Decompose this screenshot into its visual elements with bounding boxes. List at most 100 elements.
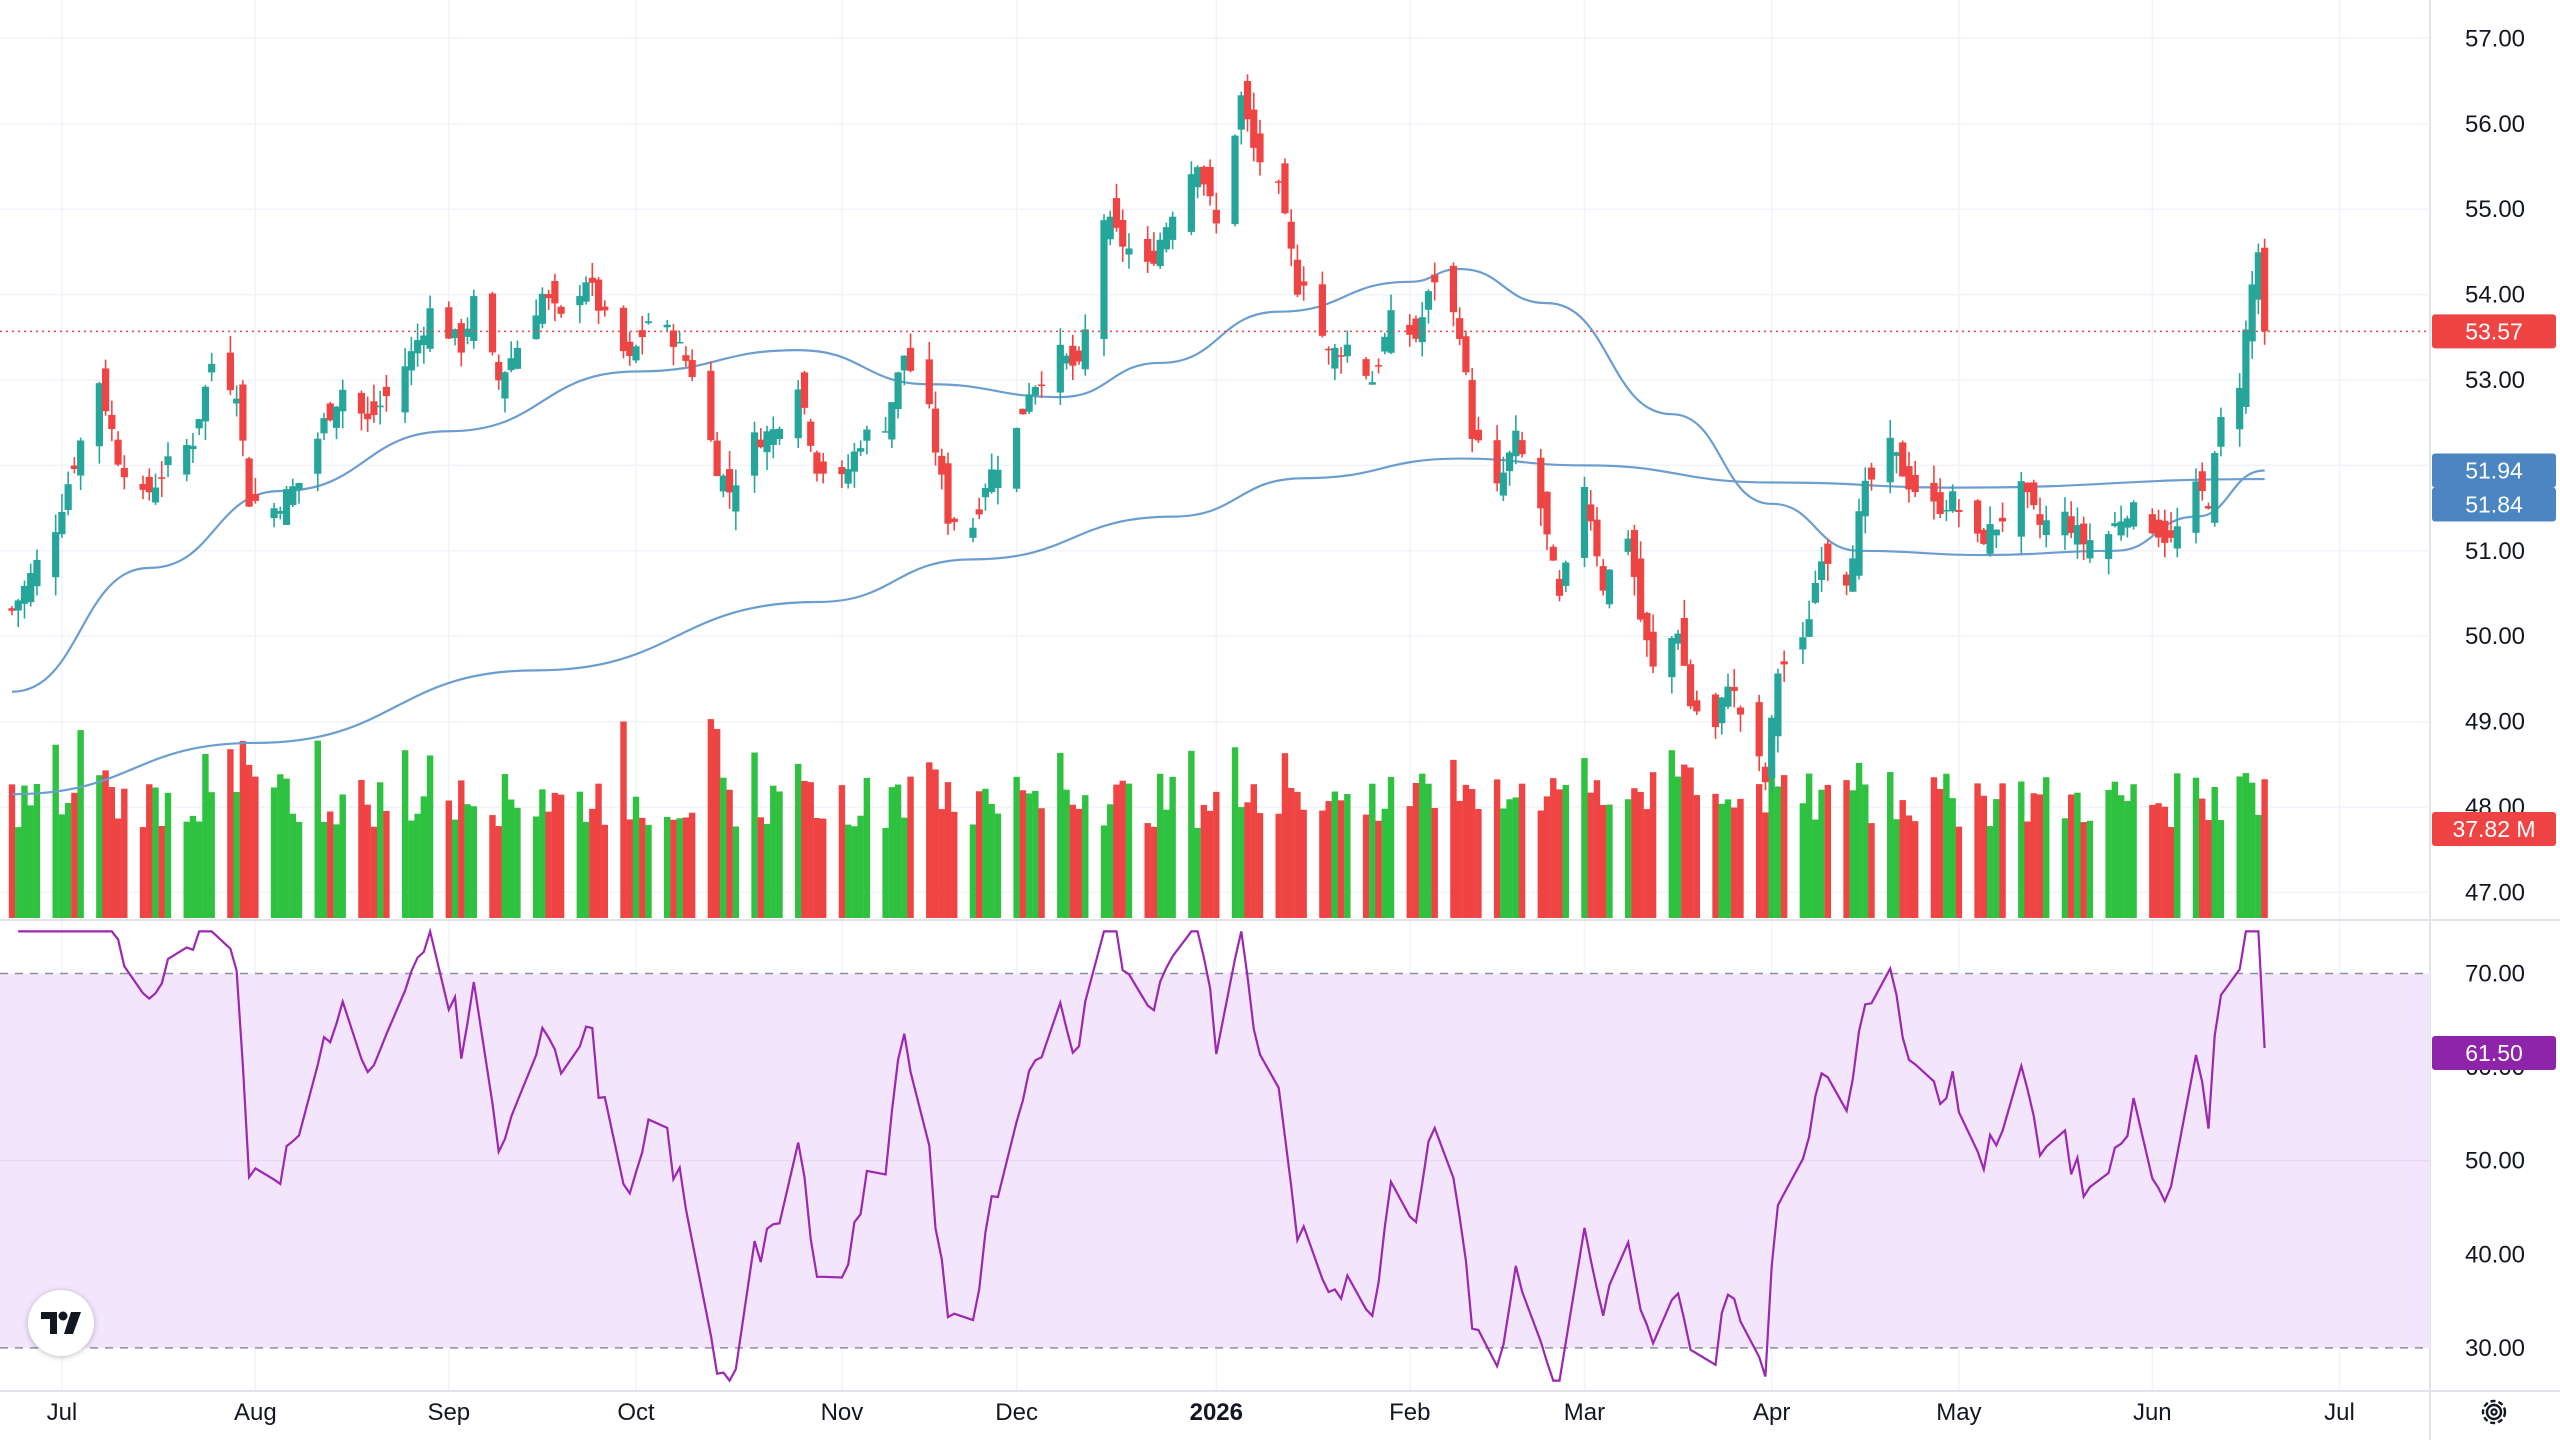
candle-body — [1506, 452, 1514, 472]
volume-bar — [1768, 767, 1775, 918]
candle-body — [251, 493, 259, 501]
price-tick-label: 50.00 — [2465, 623, 2525, 650]
volume-bar — [1075, 808, 1083, 918]
candle-body — [1867, 467, 1876, 480]
time-tick-label: Apr — [1753, 1399, 1790, 1426]
candle-body — [2130, 502, 2138, 527]
time-tick-label: Jul — [2324, 1399, 2355, 1426]
candle-body — [1162, 227, 1170, 250]
candle-body — [58, 511, 66, 535]
volume-bar — [1344, 794, 1351, 918]
volume-bar — [776, 791, 783, 918]
volume-bar — [926, 762, 933, 918]
candle-body — [1899, 442, 1907, 477]
volume-bar — [458, 780, 465, 918]
volume-bar — [139, 827, 147, 918]
volume-bar — [370, 826, 378, 918]
volume-bar — [1082, 795, 1089, 918]
candle-body — [1736, 707, 1745, 715]
candle-body — [95, 383, 103, 447]
candle-body — [114, 439, 122, 465]
candle-body — [1799, 637, 1807, 650]
candle-body — [813, 452, 821, 474]
candle-body — [1194, 167, 1202, 188]
candle-body — [2204, 506, 2213, 509]
ma-fast-tag-box — [2432, 453, 2556, 488]
volume-bar — [295, 821, 303, 918]
candle-body — [1630, 529, 1638, 577]
volume-bar — [551, 792, 559, 918]
candle-body — [183, 445, 191, 475]
volume-bar — [1999, 783, 2006, 918]
candle-body — [407, 351, 415, 371]
candle-body — [619, 307, 628, 352]
volume-bar — [801, 780, 808, 918]
candle-body — [1062, 355, 1071, 364]
candle-body — [2261, 247, 2269, 332]
volume-bar — [1587, 792, 1594, 918]
volume-bar — [8, 784, 16, 918]
tradingview-logo-icon — [41, 1311, 81, 1334]
candle-body — [1805, 619, 1813, 637]
candle-body — [245, 458, 253, 507]
candle-body — [239, 384, 247, 441]
volume-bar — [2161, 806, 2168, 918]
volume-bar — [2080, 822, 2087, 918]
candle-body — [1761, 766, 1770, 783]
candle-body — [1499, 472, 1507, 496]
volume-bar — [1774, 786, 1782, 918]
candle-body — [1818, 561, 1826, 580]
candle-body — [501, 372, 509, 399]
candle-body — [1100, 220, 1108, 339]
volume-bar — [982, 788, 989, 918]
candle-body — [538, 293, 546, 324]
volume-bar — [1912, 821, 1919, 918]
time-tick-label: 2026 — [1190, 1399, 1243, 1426]
candle-body — [488, 293, 497, 353]
volume-bar — [2024, 821, 2031, 918]
ma-fast-line — [11, 267, 2265, 693]
candle-body — [757, 439, 765, 448]
tradingview-logo[interactable] — [28, 1290, 94, 1356]
candle-body — [1711, 694, 1720, 728]
volume-bar — [283, 778, 290, 918]
volume-bar — [1163, 809, 1170, 918]
candle-body — [1624, 538, 1632, 552]
volume-bar — [2167, 826, 2175, 918]
candle-body — [1930, 482, 1938, 502]
volume-bar — [676, 818, 683, 918]
volume-bar — [2236, 776, 2243, 918]
candle-body — [1293, 259, 1302, 295]
moving-averages — [11, 267, 2265, 796]
volume-bar — [1206, 810, 1214, 918]
volume-bar — [2018, 781, 2025, 918]
ma-slow-tag-box — [2432, 487, 2556, 522]
volume-bar — [2242, 773, 2250, 918]
settings-gear-icon[interactable] — [2476, 1394, 2512, 1430]
volume-bar — [1325, 801, 1332, 918]
ma-fast-tag-text: 51.94 — [2465, 458, 2523, 484]
volume-bar — [426, 755, 434, 918]
volume-bar — [464, 804, 471, 918]
volume-bar — [1687, 767, 1694, 918]
candle-body — [295, 482, 303, 490]
ma-slow-line — [11, 457, 2265, 796]
volume-bar — [1493, 779, 1501, 918]
candle-body — [857, 448, 865, 452]
candle-body — [276, 511, 284, 514]
volume-bar — [71, 792, 78, 918]
volume-bar — [2086, 820, 2094, 918]
volume-bar — [2124, 801, 2131, 918]
candle-body — [1730, 686, 1738, 691]
volume-bar — [1518, 783, 1526, 918]
candle-body — [145, 476, 153, 493]
candle-body — [1599, 566, 1607, 591]
volume-bar — [907, 776, 914, 918]
candle-body — [807, 421, 815, 446]
candle-body — [594, 279, 603, 311]
price-tick-label: 51.00 — [2465, 538, 2525, 565]
volume-bar — [1606, 804, 1613, 918]
candle-body — [682, 355, 690, 361]
